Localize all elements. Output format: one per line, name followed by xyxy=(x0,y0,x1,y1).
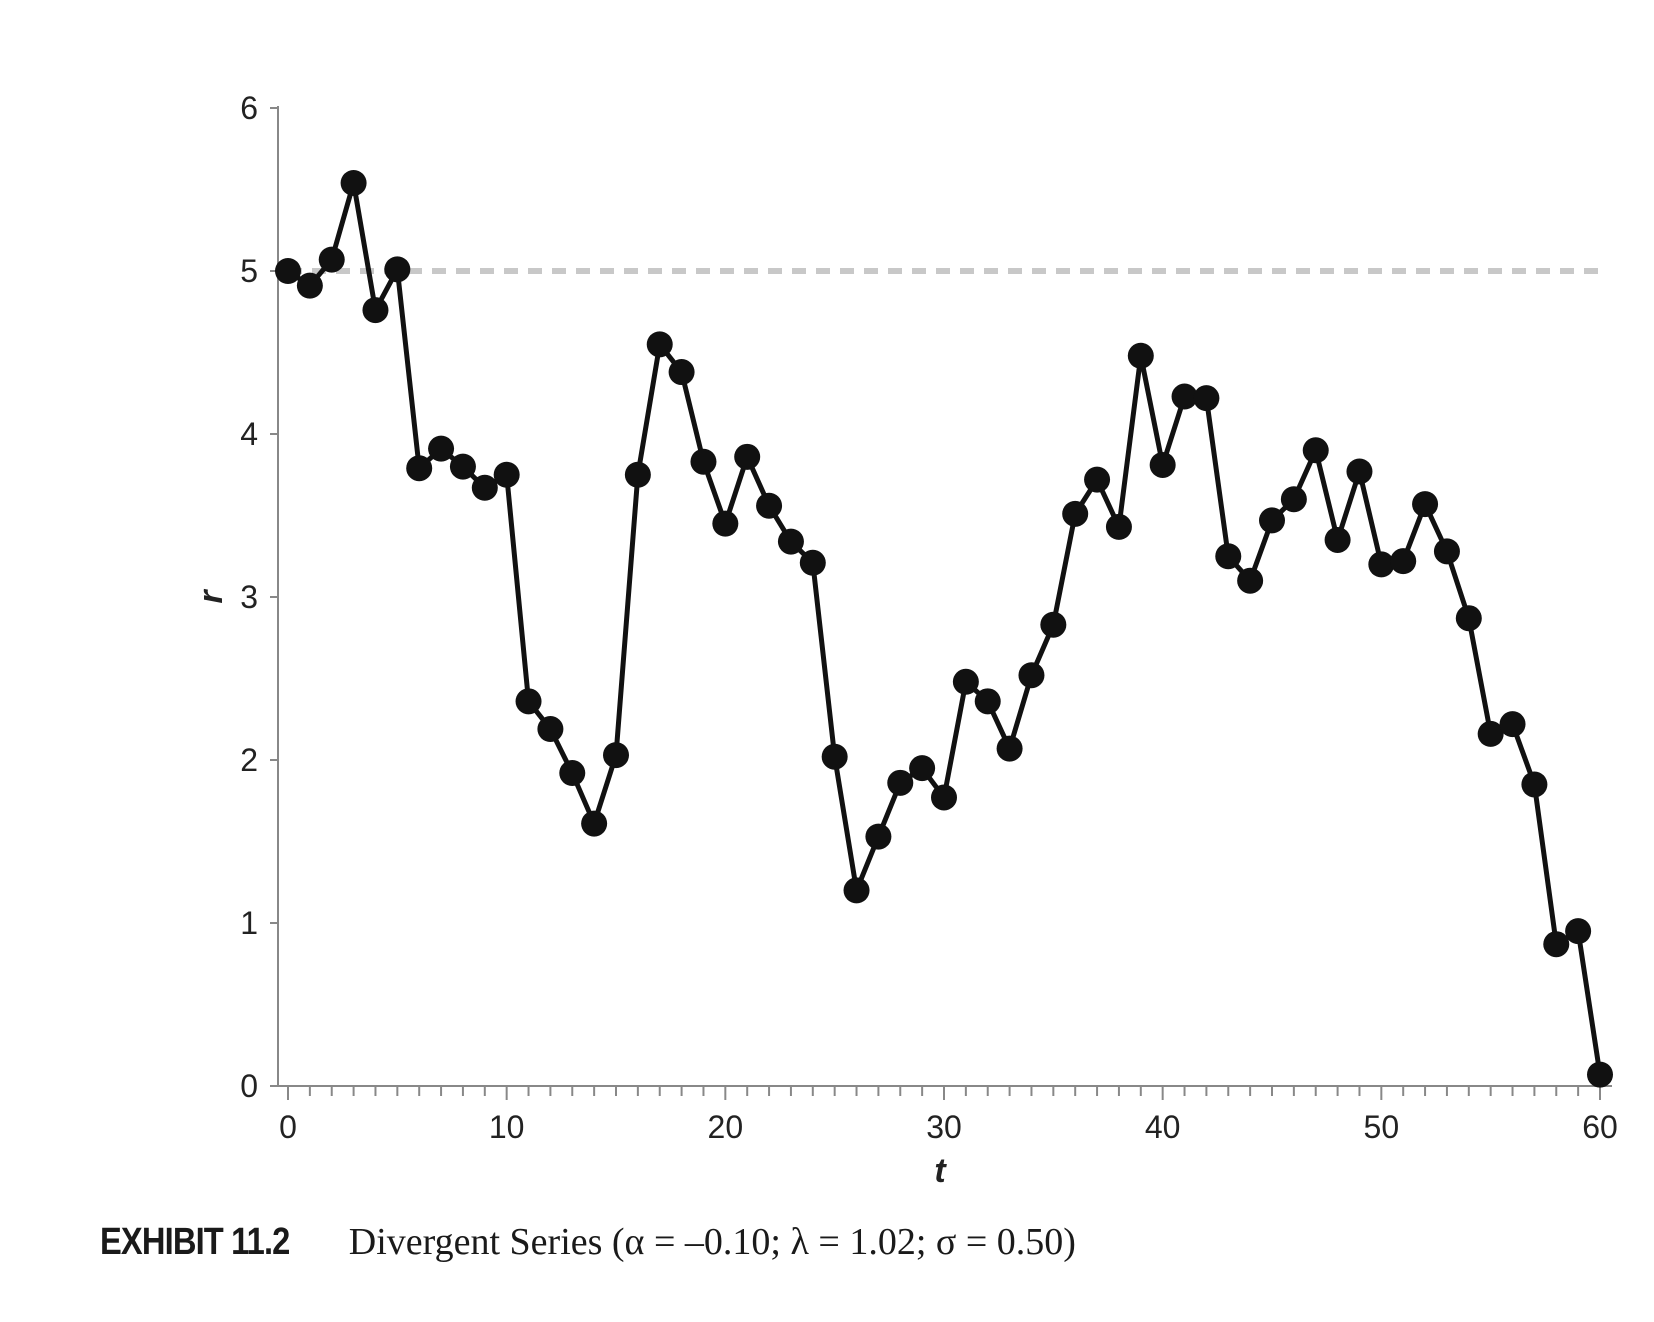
y-axis-title: r xyxy=(192,589,230,604)
data-point xyxy=(1259,507,1285,534)
data-point xyxy=(1171,383,1198,410)
x-tick-label: 30 xyxy=(926,1109,962,1145)
data-point xyxy=(275,258,301,284)
data-point xyxy=(734,443,761,470)
data-point xyxy=(471,474,498,501)
data-point xyxy=(362,297,389,324)
y-tick-label: 4 xyxy=(240,416,258,452)
x-tick-label: 40 xyxy=(1145,1109,1181,1145)
data-point xyxy=(1149,451,1176,478)
data-point xyxy=(668,359,695,386)
data-point xyxy=(1040,611,1067,638)
data-point xyxy=(1018,662,1045,689)
data-point xyxy=(428,435,455,462)
data-point xyxy=(1084,466,1111,493)
x-tick-label: 0 xyxy=(279,1109,297,1145)
data-point xyxy=(1477,720,1504,747)
data-point xyxy=(1237,567,1264,594)
caption-label: EXHIBIT 11.2 xyxy=(100,1221,290,1263)
data-point xyxy=(799,549,826,576)
series-line xyxy=(286,182,1603,1075)
data-point xyxy=(1324,526,1351,553)
y-tick-label: 6 xyxy=(240,90,258,126)
data-point xyxy=(952,668,979,695)
data-point xyxy=(646,331,673,358)
data-point xyxy=(821,743,848,770)
data-point xyxy=(406,455,433,482)
data-point xyxy=(909,755,936,782)
data-point xyxy=(1368,551,1395,578)
y-tick-label: 5 xyxy=(240,253,258,289)
data-point xyxy=(887,769,914,796)
y-tick-label: 2 xyxy=(240,742,258,778)
y-tick-label: 1 xyxy=(240,905,258,941)
y-tick-label: 0 xyxy=(240,1068,258,1104)
x-axis-title: t xyxy=(934,1152,947,1190)
data-point xyxy=(493,461,520,488)
data-point xyxy=(603,742,629,769)
x-tick-label: 10 xyxy=(489,1109,525,1145)
data-point xyxy=(996,735,1023,762)
data-point xyxy=(931,784,957,811)
axes xyxy=(270,106,1612,1100)
data-point xyxy=(1433,538,1460,565)
data-point xyxy=(449,453,476,480)
data-point xyxy=(1499,711,1526,738)
data-point xyxy=(1105,513,1132,540)
caption-text: Divergent Series (α = –0.10; λ = 1.02; σ… xyxy=(348,1221,1076,1263)
data-point xyxy=(1455,605,1482,632)
data-point xyxy=(624,461,651,488)
y-tick-label: 3 xyxy=(240,579,258,615)
data-point xyxy=(340,169,367,196)
figure-caption: EXHIBIT 11.2 Divergent Series (α = –0.10… xyxy=(100,1220,1076,1264)
data-point xyxy=(559,760,586,787)
data-point xyxy=(1280,486,1307,513)
data-point xyxy=(1543,931,1570,958)
data-point xyxy=(1521,771,1548,798)
data-point xyxy=(1346,458,1373,485)
data-point xyxy=(1302,437,1329,464)
data-point xyxy=(777,528,804,555)
x-tick-label: 50 xyxy=(1364,1109,1400,1145)
series-layer xyxy=(275,169,1613,1088)
data-point xyxy=(865,823,892,850)
data-point xyxy=(756,492,783,519)
x-tick-label: 60 xyxy=(1582,1109,1618,1145)
data-point xyxy=(384,256,411,283)
data-point xyxy=(1412,491,1439,518)
data-point xyxy=(1127,342,1154,369)
data-point xyxy=(1193,385,1220,412)
data-point xyxy=(1587,1061,1613,1088)
data-point xyxy=(515,688,542,715)
data-point xyxy=(1215,543,1242,570)
data-point xyxy=(581,810,608,837)
data-point xyxy=(318,246,345,273)
data-point xyxy=(712,510,739,537)
data-point xyxy=(1390,548,1417,575)
data-point xyxy=(296,272,323,299)
x-tick-label: 20 xyxy=(708,1109,744,1145)
data-point xyxy=(537,716,564,743)
data-point xyxy=(1565,918,1592,945)
data-point xyxy=(843,877,870,904)
data-point xyxy=(690,448,717,475)
data-point xyxy=(974,688,1001,715)
data-point xyxy=(1062,500,1089,527)
